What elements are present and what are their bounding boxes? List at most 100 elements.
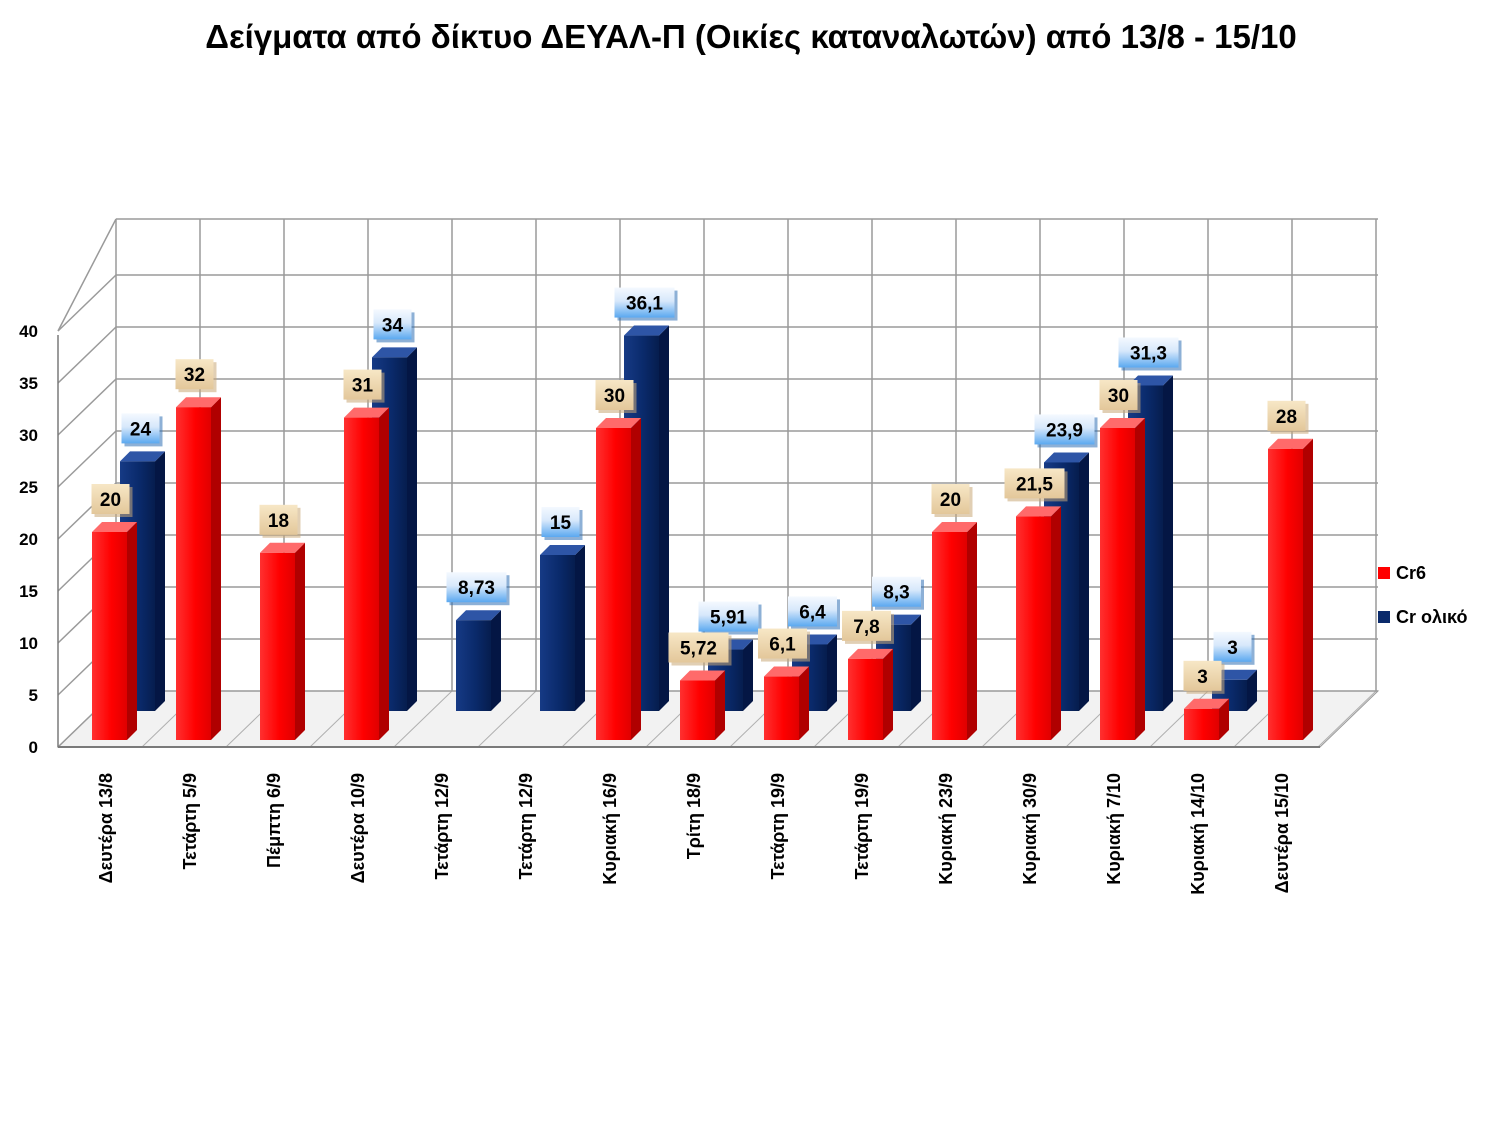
y-tick-label: 5 (29, 686, 38, 705)
data-label-box (541, 507, 580, 537)
y-tick-label: 35 (19, 374, 38, 393)
data-label-box (872, 576, 921, 607)
data-label-text: 21,5 (1016, 474, 1053, 495)
bar-side (575, 545, 585, 711)
data-label-box (668, 632, 729, 663)
bar-top (176, 397, 221, 408)
bar-Cr6-Τετάρτη 19/9 (848, 648, 893, 740)
bar-Cr ολικό-Τετάρτη 12/9 (456, 610, 501, 711)
bar-side (155, 451, 165, 711)
bar-top (680, 670, 725, 681)
data-label-box (373, 309, 412, 340)
y-tick-label: 10 (19, 634, 38, 653)
data-label-Cr6: 32 (175, 359, 217, 393)
floor-grid-line (393, 690, 453, 748)
x-category-label: Πέμπτη 6/9 (264, 773, 284, 868)
bar-front (764, 676, 799, 740)
data-label-box (614, 287, 675, 318)
data-label-box (842, 610, 891, 641)
bar-Cr6-Δευτέρα 15/10 (1268, 438, 1313, 740)
y-tick-label: 0 (29, 738, 38, 757)
bar-side (659, 325, 669, 711)
bar-front (456, 620, 491, 711)
bar-Cr6-Κυριακή 23/9 (932, 522, 977, 740)
legend: Cr6 Cr ολικό (1378, 563, 1467, 627)
bar-top (1016, 506, 1061, 517)
legend-swatch (1378, 611, 1390, 623)
x-category-label: Κυριακή 14/10 (1188, 773, 1208, 895)
data-label-text: 3 (1227, 638, 1238, 659)
x-category-label: Κυριακή 30/9 (1020, 773, 1040, 885)
grid-line-side-top (57, 218, 117, 332)
bar-side (827, 634, 837, 711)
bar-Cr6-Δευτέρα 13/8 (92, 522, 137, 740)
data-label-Cr6: 31 (343, 369, 385, 403)
data-label-text: 8,73 (458, 578, 495, 599)
data-label-box (595, 380, 634, 410)
bar-top (596, 418, 641, 428)
data-label-text: 20 (100, 490, 121, 511)
data-label-text: 24 (130, 419, 152, 440)
bar-front (932, 532, 967, 740)
data-label-text: 20 (940, 490, 961, 511)
x-category-label: Τετάρτη 12/9 (516, 773, 536, 880)
x-category-label: Κυριακή 23/9 (936, 773, 956, 885)
floor-grid-line (477, 690, 537, 748)
grid-line-side (57, 378, 117, 436)
x-category-label: Δευτέρα 10/9 (348, 773, 368, 883)
bar-side (631, 418, 641, 740)
bar-top (456, 610, 501, 621)
data-label-text: 15 (550, 513, 572, 534)
y-axis-ticks: 0 5 10 15 20 25 30 35 40 (19, 322, 38, 757)
data-label-Cr6: 21,5 (1004, 468, 1068, 502)
bar-side (743, 639, 753, 711)
bar-side (1163, 375, 1173, 711)
data-label-text: 32 (184, 365, 205, 386)
bar-top (120, 451, 165, 462)
data-label-Cr6: 30 (1099, 380, 1141, 413)
bar-side (491, 610, 501, 711)
data-label-text: 28 (1276, 407, 1297, 428)
bar-top (764, 666, 809, 677)
data-label-box (1118, 337, 1179, 368)
bars-layer (92, 325, 1313, 740)
grid-line-side (57, 274, 117, 332)
bar-front (344, 417, 379, 740)
data-label-Cr6: 5,72 (668, 632, 732, 666)
bar-top (624, 325, 669, 336)
bar-side (1219, 698, 1229, 740)
bar-front (1100, 428, 1135, 740)
data-label-Cr6: 6,1 (758, 628, 810, 662)
data-label-text: 18 (268, 511, 289, 532)
x-category-label: Τετάρτη 5/9 (180, 773, 200, 870)
bar-Cr6-Δευτέρα 10/9 (344, 407, 389, 740)
data-label-Cr6: 18 (259, 504, 301, 538)
bar-top (1268, 438, 1313, 449)
data-label-box (1004, 468, 1065, 499)
bar-side (911, 614, 921, 711)
data-label-text: 5,91 (710, 608, 747, 629)
bar-Cr ολικό-Τετάρτη 12/9 (540, 545, 585, 711)
data-label-box (259, 504, 298, 535)
bar-front (596, 428, 631, 740)
bar-top (848, 648, 893, 659)
data-label-Cr6: 30 (595, 380, 637, 413)
data-label-text: 36,1 (626, 294, 663, 315)
data-label-Cr6: 3 (1183, 660, 1225, 694)
y-tick-label: 15 (19, 582, 38, 601)
grid-line-side (57, 430, 117, 488)
data-label-box (1267, 400, 1306, 431)
x-category-label: Τετάρτη 19/9 (852, 773, 872, 880)
bar-top (260, 542, 305, 553)
legend-swatch (1378, 567, 1390, 579)
data-label-box (1099, 380, 1138, 410)
bar-side (1247, 669, 1257, 711)
bar-side (127, 522, 137, 740)
data-label-Cr ολικό: 36,1 (614, 287, 678, 321)
data-label-text: 5,72 (680, 639, 717, 660)
chart-title: Δείγματα από δίκτυο ΔΕΥΑΛ-Π (Οικίες κατα… (205, 18, 1297, 55)
data-label-text: 30 (1108, 386, 1129, 407)
data-label-text: 34 (382, 315, 404, 336)
y-tick-label: 30 (19, 426, 38, 445)
